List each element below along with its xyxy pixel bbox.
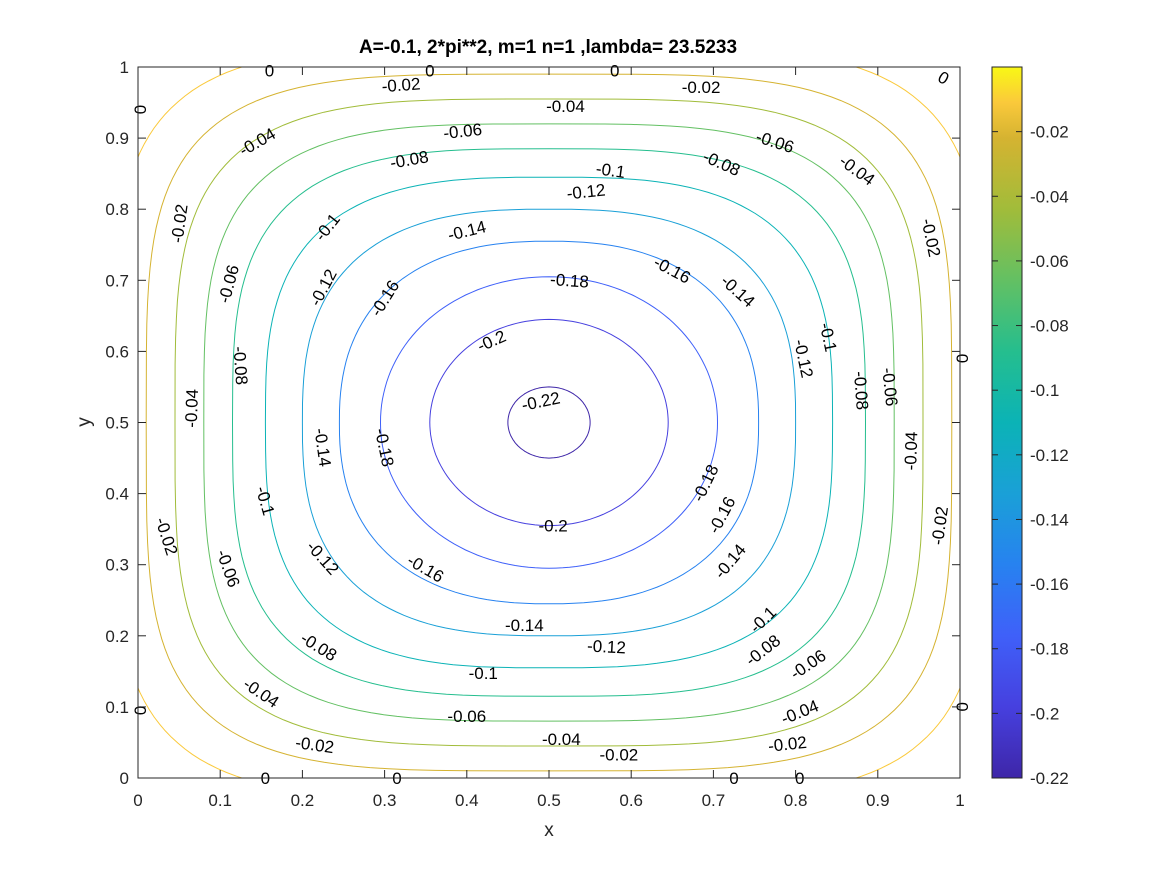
contour-label-8-3: -0.06 [878,367,901,408]
colorbar-tick-label-0: -0.02 [1030,123,1069,142]
y-tick-label-9: 0.9 [105,129,129,148]
x-tick-label-10: 1 [955,791,964,810]
contour-label-10-7: -0.02 [599,746,638,765]
colorbar-box [991,66,1023,779]
contour-line-5 [264,176,834,669]
x-tick-label-0: 0 [133,791,142,810]
contour-label-11-2: 0 [610,62,619,81]
x-tick-label-9: 0.9 [866,791,890,810]
contour-label-2-0: -0.18 [550,270,590,292]
x-tick-label-2: 0.2 [291,791,315,810]
x-tick-label-4: 0.4 [455,791,479,810]
colorbar-tick-label-7: -0.16 [1030,575,1069,594]
x-axis-label: x [544,820,554,841]
contour-label-8-0: -0.06 [442,120,483,143]
contour-label-9-3: -0.04 [182,389,202,428]
contour-label-4-3: -0.14 [505,616,544,635]
y-tick-label-3: 0.3 [105,556,129,575]
contour-line-1 [429,318,669,527]
y-tick-label-10: 1 [120,58,129,77]
y-tick-label-5: 0.5 [105,414,129,433]
colorbar-tick-label-8: -0.18 [1030,640,1069,659]
y-tick-label-0: 0 [120,769,129,788]
y-axis-label: y [74,417,95,427]
colorbar-tick-label-10: -0.22 [1030,769,1069,788]
colorbar-ticks: -0.02 -0.04 -0.06 -0.08 -0.1 -0.12 -0.14 -0.16 -… [992,123,1069,788]
plot-area: -0.22-0.2-0.2-0.18-0.18-0.18-0.16-0.16-0… [105,58,971,810]
colorbar-tick-label-4: -0.1 [1030,381,1059,400]
x-tick-label-1: 0.1 [208,791,232,810]
contour-lines [138,67,960,778]
y-tick-label-8: 0.8 [105,200,129,219]
contour-label-5-4: -0.12 [587,636,627,657]
contour-label-10-8: -0.02 [767,733,808,756]
contour-label-7-3: -0.08 [850,371,872,411]
contour-label-6-4: -0.1 [469,664,498,683]
contour-label-9-0: -0.04 [546,97,585,116]
contour-label-9-6: -0.04 [542,730,581,749]
contour-line-8 [174,98,924,747]
colorbar: -0.02 -0.04 -0.06 -0.08 -0.1 -0.12 -0.14 -0.16 -… [991,66,1069,788]
colorbar-tick-label-6: -0.14 [1030,510,1069,529]
y-tick-label-7: 0.7 [105,271,129,290]
contour-line-2 [379,276,718,569]
y-tick-label-2: 0.2 [105,627,129,646]
x-tick-label-7: 0.7 [702,791,726,810]
colorbar-tick-label-9: -0.2 [1030,704,1059,723]
contour-line-0 [507,386,591,459]
contour-label-7-2: -0.08 [229,346,251,386]
contour-line-10 [138,67,960,778]
contour-label-6-0: -0.1 [595,159,627,182]
axes-background [138,67,960,778]
contour-line-7 [203,123,895,722]
contour-label-11-4: 0 [130,105,149,114]
contour-label-11-1: 0 [425,62,434,81]
y-ticks: 00.10.20.30.40.50.60.70.80.91 [105,58,960,788]
contour-line-3 [338,240,760,605]
contour-label-5-0: -0.12 [566,180,607,203]
contour-label-11-6: 0 [130,706,149,715]
colorbar-gradient [992,67,1022,778]
x-tick-label-3: 0.3 [373,791,397,810]
contour-label-9-4: -0.04 [901,431,921,470]
contour-label-10-0: -0.02 [381,74,421,96]
y-tick-label-4: 0.4 [105,485,129,504]
contour-label-10-1: -0.02 [682,78,721,97]
y-tick-label-6: 0.6 [105,342,129,361]
x-ticks: 0 0.1 0.2 0.3 0.4 0.5 0.6 0.7 0.8 0.9 1 [133,67,965,810]
x-tick-label-8: 0.8 [784,791,808,810]
contour-label-1-1: -0.2 [538,517,567,536]
contour-label-11-5: 0 [952,354,971,363]
contour-label-8-5: -0.06 [447,707,486,726]
contour-line-6 [231,148,866,697]
colorbar-tick-label-3: -0.08 [1030,317,1069,336]
y-tick-label-1: 0.1 [105,698,129,717]
colorbar-tick-label-1: -0.04 [1030,187,1069,206]
contour-line-4 [301,208,797,637]
contour-label-11-0: 0 [265,62,274,81]
x-tick-label-6: 0.6 [619,791,643,810]
x-tick-label-5: 0.5 [537,791,561,810]
colorbar-tick-label-2: -0.06 [1030,252,1069,271]
colorbar-tick-label-5: -0.12 [1030,446,1069,465]
contour-line-9 [145,73,953,772]
chart-title: A=-0.1, 2*pi**2, m=1 n=1 ,lambda= 23.523… [359,37,737,58]
contour-label-11-7: 0 [952,702,971,711]
